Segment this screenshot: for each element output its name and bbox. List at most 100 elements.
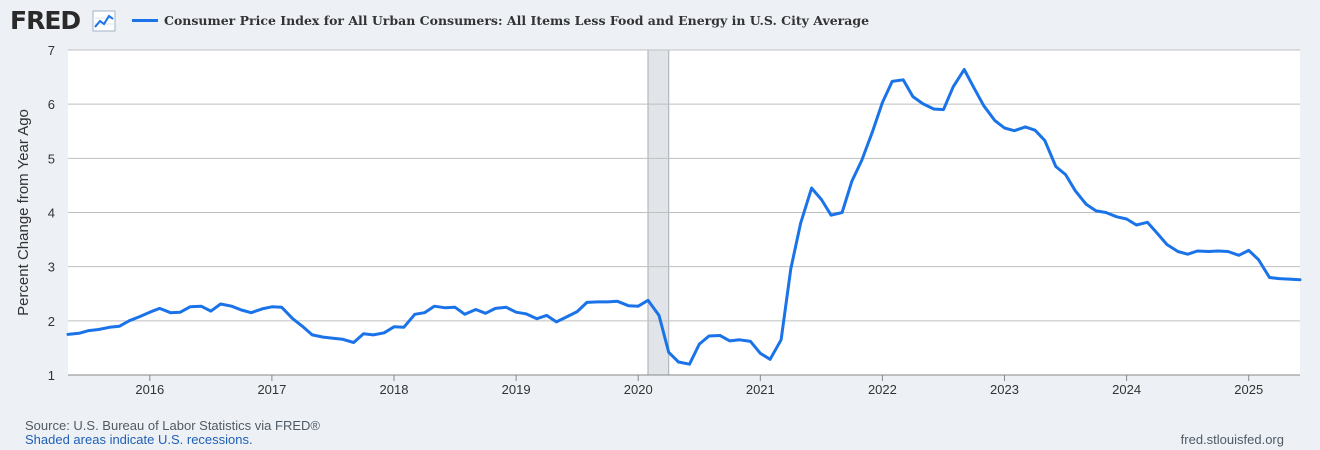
data-point[interactable]: [392, 325, 396, 328]
data-point[interactable]: [463, 313, 467, 316]
data-point[interactable]: [1186, 253, 1189, 256]
data-point[interactable]: [362, 332, 365, 336]
data-point[interactable]: [341, 338, 344, 341]
data-point[interactable]: [942, 108, 945, 111]
data-point[interactable]: [575, 310, 579, 313]
data-point[interactable]: [118, 325, 121, 328]
data-point[interactable]: [1155, 231, 1159, 235]
data-point[interactable]: [637, 305, 640, 308]
data-point[interactable]: [657, 314, 661, 317]
data-point[interactable]: [1287, 277, 1291, 281]
data-point[interactable]: [1176, 250, 1180, 253]
data-point[interactable]: [1054, 165, 1057, 168]
data-point[interactable]: [1247, 249, 1250, 252]
data-point[interactable]: [535, 317, 539, 320]
data-point[interactable]: [646, 299, 650, 302]
data-point[interactable]: [1125, 217, 1128, 221]
data-point[interactable]: [494, 307, 497, 310]
data-point[interactable]: [749, 340, 752, 343]
data-point[interactable]: [881, 101, 884, 104]
data-point[interactable]: [1064, 173, 1067, 176]
data-point[interactable]: [321, 335, 325, 339]
data-point[interactable]: [249, 311, 253, 314]
data-point[interactable]: [1298, 278, 1302, 281]
data-point[interactable]: [179, 310, 182, 314]
data-point[interactable]: [524, 312, 528, 315]
data-point[interactable]: [1207, 250, 1210, 253]
data-point[interactable]: [707, 334, 711, 338]
data-point[interactable]: [1146, 221, 1149, 224]
data-point[interactable]: [982, 104, 985, 107]
data-point[interactable]: [331, 336, 335, 340]
data-point[interactable]: [840, 211, 844, 214]
data-point[interactable]: [433, 305, 436, 308]
data-point[interactable]: [1085, 203, 1088, 206]
data-point[interactable]: [932, 107, 935, 111]
data-point[interactable]: [291, 317, 294, 320]
data-point[interactable]: [799, 222, 802, 225]
data-point[interactable]: [1074, 189, 1077, 193]
data-point[interactable]: [1043, 139, 1047, 142]
data-point[interactable]: [1216, 249, 1220, 253]
data-point[interactable]: [1033, 128, 1037, 132]
data-point[interactable]: [423, 311, 426, 314]
data-point[interactable]: [1278, 277, 1281, 280]
data-point[interactable]: [738, 338, 741, 341]
site-url[interactable]: fred.stlouisfed.org: [1180, 432, 1284, 447]
data-point[interactable]: [677, 360, 680, 364]
data-point[interactable]: [1226, 250, 1230, 253]
data-point[interactable]: [1115, 215, 1119, 219]
data-point[interactable]: [77, 332, 81, 335]
data-point[interactable]: [820, 198, 823, 201]
data-point[interactable]: [108, 326, 111, 329]
data-point[interactable]: [963, 68, 966, 71]
data-point[interactable]: [505, 306, 508, 309]
data-point[interactable]: [810, 186, 813, 190]
data-point[interactable]: [829, 214, 833, 217]
data-point[interactable]: [402, 326, 405, 329]
data-point[interactable]: [270, 305, 274, 308]
data-point[interactable]: [1104, 211, 1108, 214]
data-point[interactable]: [169, 311, 172, 314]
data-point[interactable]: [230, 305, 233, 308]
data-point[interactable]: [219, 302, 222, 306]
data-point[interactable]: [728, 339, 731, 343]
series-line[interactable]: [66, 68, 1302, 366]
data-point[interactable]: [911, 95, 915, 98]
data-point[interactable]: [444, 306, 447, 310]
data-point[interactable]: [311, 333, 314, 337]
data-point[interactable]: [148, 310, 152, 314]
data-point[interactable]: [850, 179, 854, 183]
data-point[interactable]: [688, 362, 691, 366]
data-point[interactable]: [993, 119, 996, 122]
data-point[interactable]: [514, 310, 518, 314]
data-point[interactable]: [260, 307, 264, 311]
data-point[interactable]: [484, 312, 487, 315]
data-point[interactable]: [1268, 276, 1271, 279]
data-point[interactable]: [627, 304, 630, 307]
data-point[interactable]: [860, 159, 863, 162]
data-point[interactable]: [352, 341, 355, 344]
data-point[interactable]: [127, 319, 131, 323]
data-point[interactable]: [1003, 126, 1006, 130]
data-point[interactable]: [890, 80, 894, 83]
data-point[interactable]: [474, 308, 478, 311]
data-point[interactable]: [240, 308, 243, 312]
recession-note[interactable]: Shaded areas indicate U.S. recessions.: [25, 432, 253, 447]
data-point[interactable]: [871, 130, 874, 133]
data-point[interactable]: [453, 306, 457, 309]
data-point[interactable]: [1094, 209, 1098, 213]
data-point[interactable]: [1024, 125, 1027, 129]
fred-logo[interactable]: FRED: [10, 6, 81, 35]
data-point[interactable]: [199, 305, 203, 308]
data-point[interactable]: [952, 85, 955, 89]
data-point[interactable]: [972, 86, 976, 90]
data-point[interactable]: [66, 333, 70, 336]
data-point[interactable]: [188, 305, 192, 308]
data-point[interactable]: [768, 358, 772, 361]
data-point[interactable]: [566, 315, 569, 318]
data-point[interactable]: [779, 338, 783, 341]
data-point[interactable]: [97, 328, 100, 331]
data-point[interactable]: [280, 306, 283, 309]
data-point[interactable]: [901, 78, 905, 81]
